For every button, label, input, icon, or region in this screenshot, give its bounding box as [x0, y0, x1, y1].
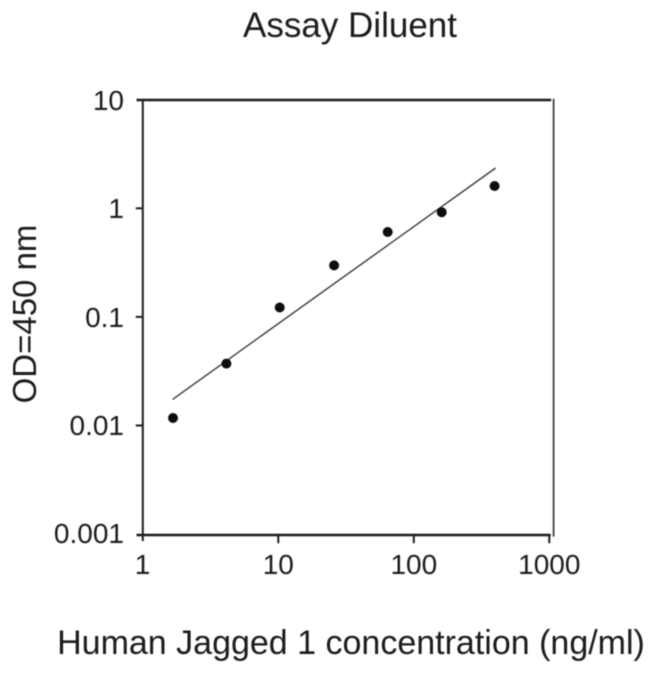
- svg-text:0.01: 0.01: [70, 410, 125, 441]
- svg-text:0.001: 0.001: [54, 518, 124, 549]
- svg-text:0.1: 0.1: [85, 302, 124, 333]
- svg-text:1: 1: [135, 549, 151, 580]
- svg-text:10: 10: [93, 85, 124, 116]
- svg-text:Human Jagged 1 concentration (: Human Jagged 1 concentration (ng/ml): [57, 624, 645, 662]
- svg-text:100: 100: [390, 549, 437, 580]
- svg-text:Assay Diluent: Assay Diluent: [243, 6, 457, 45]
- svg-text:10: 10: [263, 549, 294, 580]
- svg-text:1: 1: [108, 193, 124, 224]
- svg-text:OD=450 nm: OD=450 nm: [6, 225, 43, 404]
- svg-text:1000: 1000: [518, 549, 580, 580]
